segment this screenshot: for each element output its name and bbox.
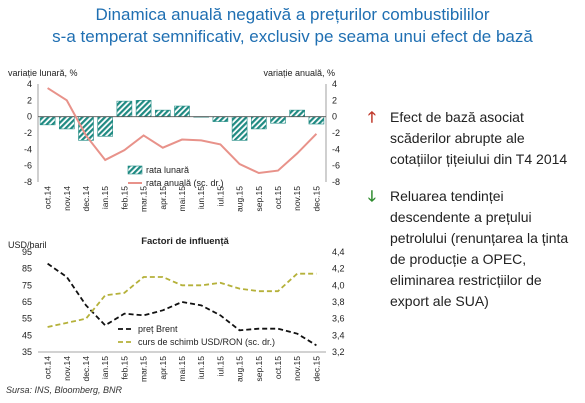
bar-monthly-rate xyxy=(97,116,113,137)
legend-label-monthly: rata lunară xyxy=(146,165,189,175)
x-tick-label: iul.15 xyxy=(215,356,225,377)
y-tick-label-right: 4,4 xyxy=(332,247,345,257)
x-tick-label: mar.15 xyxy=(139,356,149,382)
legend-label-fx: curs de schimb USD/RON (sc. dr.) xyxy=(138,337,275,347)
title-line-2: s-a temperat semnificativ, exclusiv pe s… xyxy=(52,27,533,46)
legend-swatch-monthly xyxy=(127,165,143,175)
y-tick-label-left: 0 xyxy=(27,112,32,122)
x-tick-label: dec.15 xyxy=(311,186,321,212)
x-tick-label: feb.15 xyxy=(119,356,129,380)
x-tick-label: mar.15 xyxy=(139,186,149,212)
y-tick-label-left: 65 xyxy=(22,297,32,307)
y-tick-label-left: -2 xyxy=(24,128,32,138)
line-usd-ron-rate xyxy=(47,272,317,328)
x-tick-label: nov.14 xyxy=(62,356,72,381)
x-tick-label: feb.15 xyxy=(119,186,129,210)
x-tick-label: oct.15 xyxy=(273,186,283,209)
y-tick-label-right: 4,2 xyxy=(332,264,345,274)
y-tick-label-left: -6 xyxy=(24,161,32,171)
y-tick-label-left: 75 xyxy=(22,280,32,290)
x-tick-label: apr.15 xyxy=(158,356,168,380)
x-tick-label: sep.15 xyxy=(254,356,264,382)
legend-label-annual: rata anuală (sc. dr.) xyxy=(146,178,224,188)
x-tick-label: aug.15 xyxy=(235,186,245,212)
bullet-oil-trend: 🡓 Reluarea tendinței descendente a prețu… xyxy=(368,186,580,312)
bullet-text: Reluarea tendinței descendente a prețulu… xyxy=(390,188,569,309)
bar-monthly-rate xyxy=(231,116,248,141)
bar-monthly-rate xyxy=(116,100,133,117)
x-tick-label: mai.15 xyxy=(177,186,187,212)
page-title: Dinamica anuală negativă a prețurilor co… xyxy=(0,4,585,48)
y-tick-label-left: 85 xyxy=(22,264,32,274)
bar-monthly-rate xyxy=(39,116,56,126)
bar-monthly-rate xyxy=(308,116,325,125)
y-tick-label-right: 4,0 xyxy=(332,280,345,290)
y-tick-label-right: 4 xyxy=(332,79,337,89)
y-tick-label-left: 95 xyxy=(22,247,32,257)
bullet-base-effect: 🡑 Efect de bază asociat scăderilor abrup… xyxy=(368,107,580,170)
bar-monthly-rate xyxy=(174,105,190,117)
x-tick-label: aug.15 xyxy=(235,356,245,382)
chart-title: Factori de influență xyxy=(141,236,229,247)
y-tick-label-left: 35 xyxy=(22,347,32,357)
arrow-up-icon: 🡑 xyxy=(368,109,376,126)
y-tick-label-right: -4 xyxy=(332,144,340,154)
right-axis-label: variație anuală, % xyxy=(263,68,335,78)
source-note: Sursa: INS, Bloomberg, BNR xyxy=(6,385,123,395)
y-tick-label-right: 3,8 xyxy=(332,297,345,307)
bar-monthly-rate xyxy=(289,109,305,117)
x-tick-label: iun.15 xyxy=(196,356,206,379)
y-tick-label-left: 55 xyxy=(22,314,32,324)
y-tick-label-right: -8 xyxy=(332,177,340,187)
left-axis-label: USD/baril xyxy=(8,240,47,250)
legend-label-brent: preț Brent xyxy=(138,324,178,334)
x-tick-label: nov.15 xyxy=(292,356,302,381)
x-tick-label: dec.14 xyxy=(81,356,91,382)
x-tick-label: oct.14 xyxy=(43,356,53,379)
y-tick-label-left: 45 xyxy=(22,330,32,340)
y-tick-label-left: 4 xyxy=(27,79,32,89)
y-tick-label-right: 2 xyxy=(332,95,337,105)
x-tick-label: nov.14 xyxy=(62,186,72,211)
bar-monthly-rate xyxy=(270,116,286,124)
y-tick-label-right: -6 xyxy=(332,161,340,171)
bullet-list: 🡑 Efect de bază asociat scăderilor abrup… xyxy=(368,107,580,328)
x-tick-label: oct.14 xyxy=(43,186,53,209)
bar-monthly-rate xyxy=(59,116,75,130)
bar-monthly-rate xyxy=(135,100,152,117)
x-tick-label: iun.15 xyxy=(196,186,206,209)
y-tick-label-right: 3,2 xyxy=(332,347,345,357)
y-tick-label-left: -8 xyxy=(24,177,32,187)
x-tick-label: nov.15 xyxy=(292,186,302,211)
title-line-1: Dinamica anuală negativă a prețurilor co… xyxy=(95,5,490,24)
y-tick-label-right: 3,6 xyxy=(332,314,345,324)
bar-monthly-rate xyxy=(212,116,229,122)
left-axis-label: variație lunară, % xyxy=(8,68,78,78)
x-tick-label: dec.15 xyxy=(311,356,321,382)
x-tick-label: ian.15 xyxy=(100,356,110,379)
x-tick-label: oct.15 xyxy=(273,356,283,379)
line-annual-rate xyxy=(47,87,318,175)
y-tick-label-left: -4 xyxy=(24,144,32,154)
bar-monthly-rate xyxy=(251,116,267,130)
x-tick-label: iul.15 xyxy=(215,186,225,207)
line-brent-price xyxy=(47,262,317,347)
bullet-text: Efect de bază asociat scăderilor abrupte… xyxy=(390,109,568,167)
y-tick-label-right: 3,4 xyxy=(332,330,345,340)
y-tick-label-right: -2 xyxy=(332,128,340,138)
x-tick-label: dec.14 xyxy=(81,186,91,212)
x-tick-label: sep.15 xyxy=(254,186,264,212)
y-tick-label-right: 0 xyxy=(332,112,337,122)
x-tick-label: apr.15 xyxy=(158,186,168,210)
arrow-down-icon: 🡓 xyxy=(368,188,376,205)
bar-monthly-rate xyxy=(155,109,171,117)
x-tick-label: ian.15 xyxy=(100,186,110,209)
x-tick-label: mai.15 xyxy=(177,356,187,382)
y-tick-label-left: 2 xyxy=(27,95,32,105)
